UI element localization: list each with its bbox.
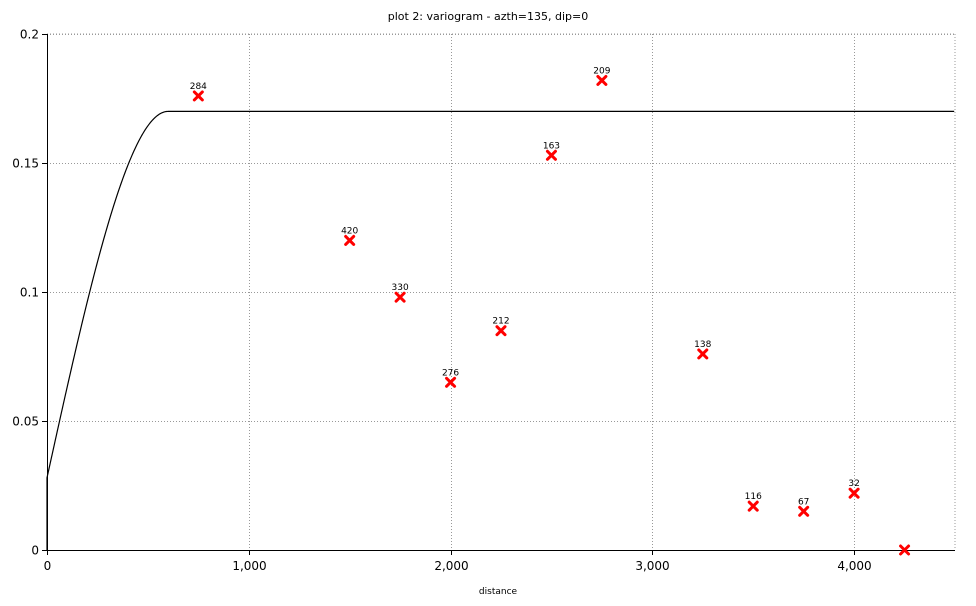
y-tick-label: 0.1	[20, 286, 39, 300]
data-point: 32	[848, 479, 860, 499]
model-curve-layer	[46, 110, 955, 550]
point-marker-stroke	[747, 500, 759, 512]
point-marker-stroke	[848, 487, 860, 499]
point-pair-count-label: 284	[190, 82, 207, 92]
y-tick-label: 0.15	[12, 157, 39, 171]
point-marker-stroke	[697, 348, 709, 360]
point-marker-stroke	[798, 505, 810, 517]
tick-labels: 0 1,000 2,000 3,000 4,000 0 0.05 0.1 0.15 0.2	[12, 28, 871, 574]
point-pair-count-label: 209	[593, 66, 610, 76]
point-pair-count-label: 67	[798, 497, 809, 507]
data-point: 420	[341, 226, 359, 246]
x-axis-label: distance	[479, 587, 518, 597]
axes	[42, 34, 955, 555]
data-points-layer: 284 420 330 276 212 163 209 138 116 67 32	[190, 66, 911, 556]
point-marker-stroke	[899, 544, 911, 556]
point-marker-stroke	[545, 149, 557, 161]
x-tick-label: 0	[44, 559, 52, 573]
y-tick-label: 0	[31, 544, 39, 558]
data-point: 209	[593, 66, 611, 86]
grid-lines	[47, 33, 956, 550]
chart-title: plot 2: variogram - azth=135, dip=0	[388, 10, 589, 23]
point-pair-count-label: 163	[543, 141, 560, 151]
x-tick-label: 4,000	[837, 559, 871, 573]
point-pair-count-label: 420	[341, 226, 358, 236]
variogram-model-curve	[46, 110, 955, 550]
data-point: 284	[190, 82, 207, 102]
y-tick-label: 0.05	[12, 415, 39, 429]
data-point: 116	[745, 492, 762, 512]
point-marker-stroke	[394, 291, 406, 303]
point-pair-count-label: 212	[492, 317, 509, 327]
data-point: 138	[694, 340, 712, 360]
data-point: 212	[492, 317, 510, 337]
data-point: 163	[543, 141, 560, 161]
point-pair-count-label: 330	[392, 283, 409, 293]
x-tick-label: 1,000	[232, 559, 266, 573]
point-pair-count-label: 116	[745, 492, 762, 502]
data-point: 67	[798, 497, 810, 517]
point-marker-stroke	[596, 74, 608, 86]
point-marker-stroke	[192, 90, 204, 102]
data-point: 276	[442, 368, 459, 388]
point-pair-count-label: 32	[848, 479, 859, 489]
data-point: 330	[392, 283, 409, 303]
x-tick-label: 3,000	[635, 559, 669, 573]
data-point	[899, 544, 911, 556]
y-tick-label: 0.2	[20, 28, 39, 42]
point-pair-count-label: 138	[694, 340, 711, 350]
point-marker-stroke	[344, 234, 356, 246]
x-tick-label: 2,000	[434, 559, 468, 573]
point-marker-stroke	[445, 376, 457, 388]
point-pair-count-label: 276	[442, 368, 459, 378]
point-marker-stroke	[495, 325, 507, 337]
